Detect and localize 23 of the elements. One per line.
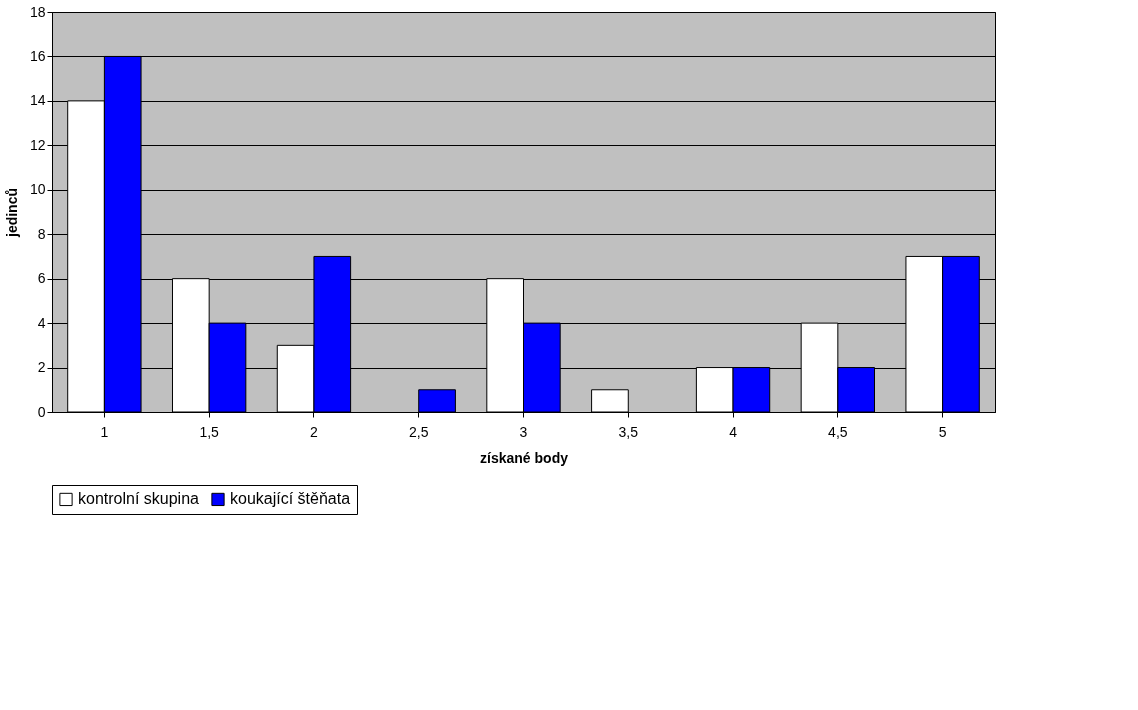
- y-tick-label: 6: [37, 270, 46, 287]
- y-tick-label: 16: [29, 47, 46, 64]
- x-tick-label: 5: [938, 423, 947, 440]
- x-tick-label: 2: [310, 423, 319, 440]
- x-tick-label: 4: [729, 423, 738, 440]
- y-tick-label: 14: [29, 92, 46, 109]
- y-tick-label: 4: [37, 314, 46, 331]
- y-tick-label: 10: [29, 181, 46, 198]
- y-tick-label: 18: [29, 3, 46, 20]
- x-tick-label: 2,5: [408, 423, 429, 440]
- legend-label: koukající štěňata: [230, 490, 351, 508]
- y-tick-label: 0: [37, 403, 46, 420]
- y-tick-label: 8: [37, 225, 46, 242]
- legend-label: kontrolní skupina: [78, 490, 200, 508]
- x-tick-label: 3,5: [618, 423, 639, 440]
- x-tick-label: 1,5: [199, 423, 220, 440]
- y-axis-title: jedinců: [3, 187, 20, 239]
- x-tick-label: 4,5: [828, 423, 848, 440]
- y-tick-label: 2: [37, 359, 46, 376]
- x-tick-label: 3: [519, 423, 528, 440]
- x-tick-label: 1: [100, 423, 109, 440]
- y-tick-label: 12: [29, 136, 46, 153]
- x-axis-title: získané body: [480, 449, 569, 466]
